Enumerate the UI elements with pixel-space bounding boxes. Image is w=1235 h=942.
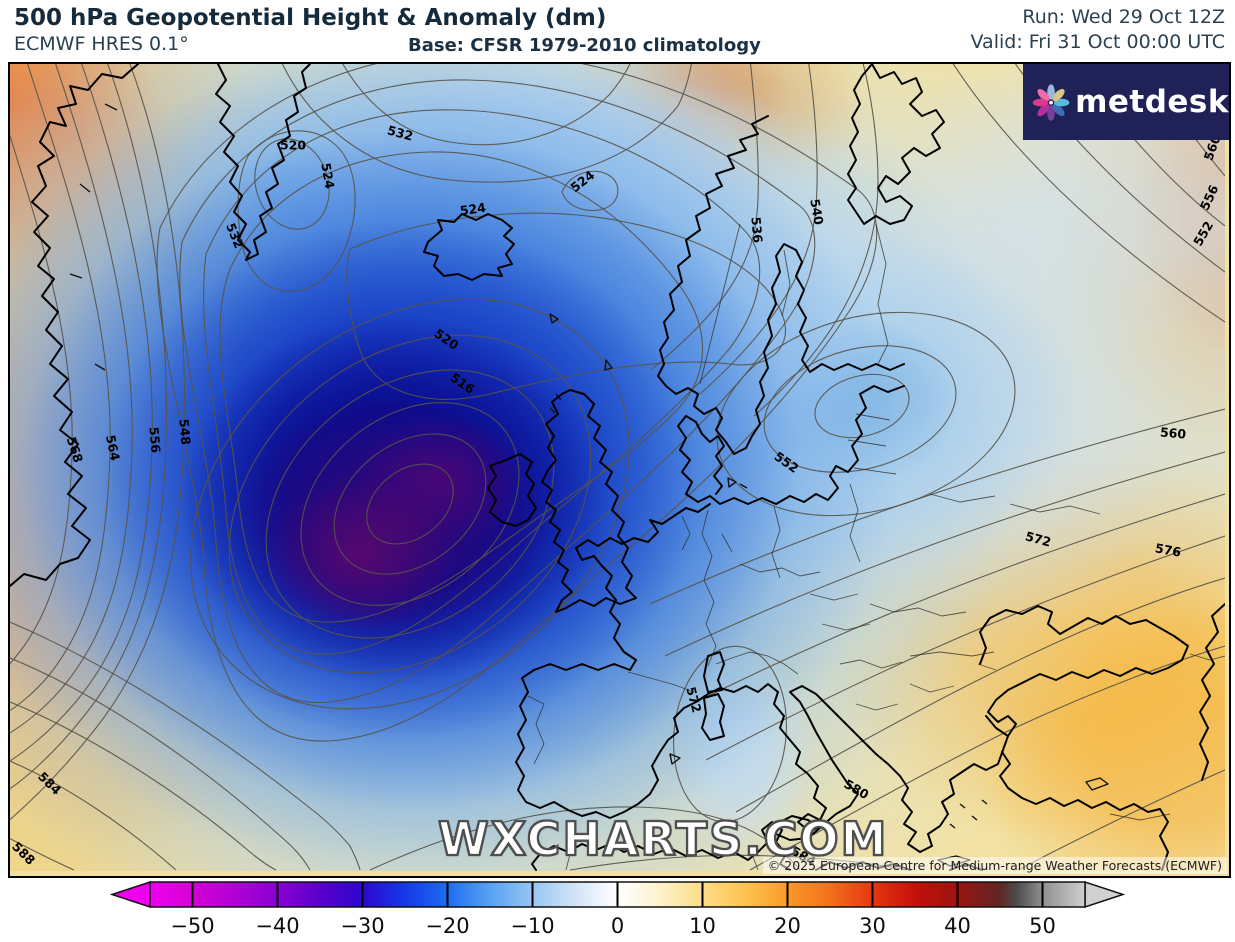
- metdesk-logo: metdesk: [1023, 64, 1229, 140]
- svg-text:572: 572: [683, 685, 704, 714]
- svg-text:524: 524: [318, 162, 337, 191]
- svg-text:572: 572: [1024, 528, 1053, 549]
- svg-text:536: 536: [748, 216, 765, 244]
- svg-text:556: 556: [1197, 182, 1222, 212]
- geopotential-contours: [10, 64, 1225, 871]
- svg-text:580: 580: [841, 776, 871, 802]
- svg-text:576: 576: [1154, 540, 1183, 559]
- colorbar-ticks: [191, 882, 1044, 907]
- svg-text:40: 40: [944, 914, 971, 938]
- model-label: ECMWF HRES 0.1°: [14, 33, 189, 55]
- svg-text:588: 588: [10, 839, 38, 868]
- country-borders: [527, 223, 1225, 871]
- svg-text:556: 556: [146, 426, 163, 454]
- svg-text:540: 540: [807, 198, 826, 227]
- map-frame: 520 524 532 524 524 532 520 516 548 556 564 568 536 5…: [8, 62, 1231, 878]
- svg-text:0: 0: [611, 914, 624, 938]
- svg-text:520: 520: [432, 326, 462, 353]
- copyright-notice: © 2025 European Centre for Medium-range …: [762, 857, 1227, 874]
- svg-text:50: 50: [1029, 914, 1056, 938]
- page-title: 500 hPa Geopotential Height & Anomaly (d…: [14, 5, 607, 31]
- svg-text:520: 520: [280, 138, 306, 153]
- map-overlay: 5205245325245245325205165485565645685365…: [10, 64, 1225, 871]
- svg-text:564: 564: [103, 433, 123, 462]
- svg-text:516: 516: [448, 370, 478, 397]
- svg-text:−10: −10: [510, 914, 554, 938]
- svg-text:532: 532: [386, 122, 415, 143]
- svg-text:30: 30: [859, 914, 886, 938]
- anomaly-shading-field: [10, 64, 1225, 871]
- colorbar-right-arrow: [1084, 880, 1126, 909]
- svg-text:548: 548: [176, 418, 193, 445]
- climatology-base-label: Base: CFSR 1979-2010 climatology: [408, 35, 761, 56]
- colorbar-tick-labels: −50 −40 −30 −20 −10 0 10 20 30 40 50: [170, 914, 1056, 938]
- svg-text:−50: −50: [170, 914, 214, 938]
- svg-text:−40: −40: [255, 914, 299, 938]
- svg-text:10: 10: [689, 914, 716, 938]
- svg-text:−30: −30: [340, 914, 384, 938]
- svg-text:524: 524: [459, 200, 487, 219]
- svg-text:560: 560: [1159, 424, 1187, 441]
- svg-text:532: 532: [223, 221, 247, 251]
- valid-time-label: Valid: Fri 31 Oct 00:00 UTC: [970, 31, 1225, 53]
- svg-text:20: 20: [774, 914, 801, 938]
- metdesk-flower-icon: [1032, 84, 1070, 121]
- run-time-label: Run: Wed 29 Oct 12Z: [1022, 6, 1225, 28]
- svg-text:−20: −20: [425, 914, 469, 938]
- svg-text:552: 552: [1190, 218, 1216, 248]
- anomaly-colorbar: −50 −40 −30 −20 −10 0 10 20 30 40 50: [0, 878, 1235, 942]
- svg-text:584: 584: [35, 769, 64, 798]
- metdesk-logo-text: metdesk: [1075, 84, 1229, 120]
- colorbar-left-arrow: [109, 880, 151, 909]
